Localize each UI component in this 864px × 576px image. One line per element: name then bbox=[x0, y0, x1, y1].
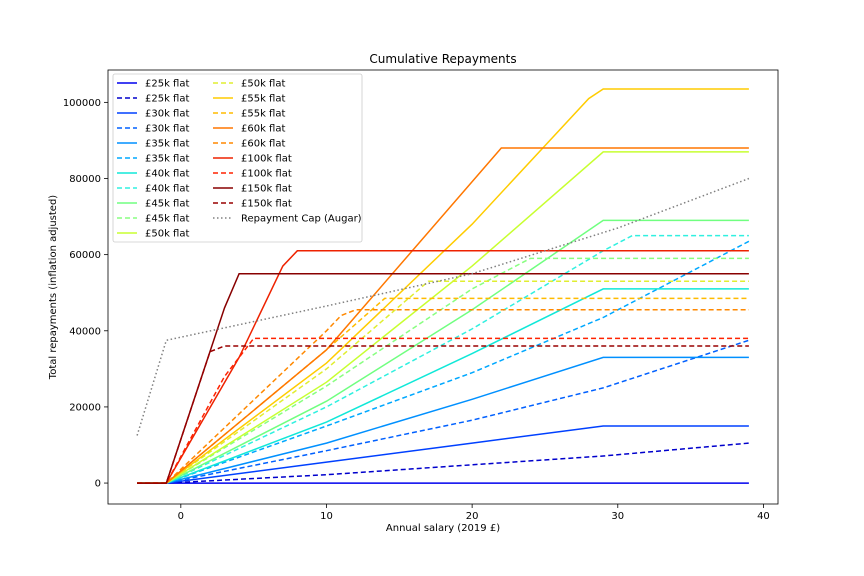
x-tick-label-0: 0 bbox=[178, 511, 184, 522]
x-axis: 0 10 20 30 40 bbox=[178, 504, 770, 522]
legend-entry-3: £30k flat bbox=[145, 124, 189, 135]
legend-entry-16: £100k flat bbox=[241, 154, 292, 165]
legend-entry-10: £50k flat bbox=[145, 229, 189, 240]
legend: £25k flat £25k flat £30k flat £30k flat £35k… bbox=[112, 73, 363, 243]
x-tick-label-3: 30 bbox=[611, 511, 624, 522]
legend-entry-11: £50k flat bbox=[241, 79, 285, 90]
legend-entry-9: £45k flat bbox=[145, 214, 189, 225]
legend-entry-15: £60k flat bbox=[241, 139, 285, 150]
x-axis-label: Annual salary (2019 £) bbox=[386, 523, 500, 534]
legend-entry-7: £40k flat bbox=[145, 184, 189, 195]
y-tick-label-1: 20000 bbox=[69, 402, 101, 413]
series-line-20 bbox=[136, 177, 750, 436]
y-axis-label: Total repayments (inflation adjusted) bbox=[48, 195, 59, 381]
plot-frame bbox=[107, 69, 779, 505]
y-axis: 0 20000 40000 60000 80000 100000 bbox=[63, 98, 108, 490]
y-tick-label-5: 100000 bbox=[63, 98, 101, 109]
y-tick-label-0: 0 bbox=[95, 479, 101, 490]
chart-title: Cumulative Repayments bbox=[369, 52, 516, 66]
legend-box bbox=[112, 73, 363, 243]
legend-entry-0: £25k flat bbox=[145, 79, 189, 90]
legend-entry-18: £150k flat bbox=[241, 184, 292, 195]
legend-entry-1: £25k flat bbox=[145, 94, 189, 105]
y-tick-label-2: 40000 bbox=[69, 326, 101, 337]
legend-entry-13: £55k flat bbox=[241, 109, 285, 120]
legend-entry-12: £55k flat bbox=[241, 94, 285, 105]
legend-entry-20: Repayment Cap (Augar) bbox=[241, 214, 362, 225]
legend-entry-17: £100k flat bbox=[241, 169, 292, 180]
x-tick-label-4: 40 bbox=[757, 511, 770, 522]
legend-entry-14: £60k flat bbox=[241, 124, 285, 135]
x-tick-label-1: 10 bbox=[320, 511, 333, 522]
legend-entry-6: £40k flat bbox=[145, 169, 189, 180]
series-line-19 bbox=[137, 345, 749, 484]
legend-entry-8: £45k flat bbox=[145, 199, 189, 210]
legend-entry-2: £30k flat bbox=[145, 109, 189, 120]
y-tick-label-4: 80000 bbox=[69, 174, 101, 185]
legend-entry-5: £35k flat bbox=[145, 154, 189, 165]
y-tick-label-3: 60000 bbox=[69, 250, 101, 261]
legend-entry-19: £150k flat bbox=[241, 199, 292, 210]
legend-entry-4: £35k flat bbox=[145, 139, 189, 150]
series-line-7 bbox=[137, 234, 749, 484]
x-tick-label-2: 20 bbox=[466, 511, 479, 522]
